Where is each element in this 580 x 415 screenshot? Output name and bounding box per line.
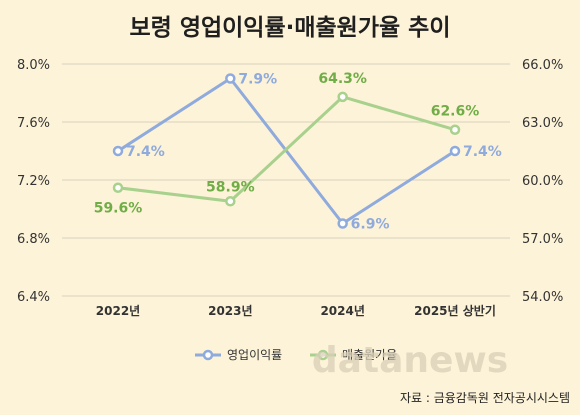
- source-note: 자료 : 금융감독원 전자공시시스템: [400, 391, 570, 405]
- right-tick-label: 60.0%: [522, 174, 563, 189]
- data-point: [337, 218, 348, 229]
- data-point: [225, 196, 236, 207]
- data-label: 62.6%: [431, 104, 480, 120]
- data-point: [449, 145, 461, 157]
- data-label: 64.3%: [318, 71, 367, 87]
- right-tick-label: 57.0%: [522, 232, 563, 247]
- legend-label: 매출원가율: [342, 348, 397, 362]
- x-tick-label: 2024년: [320, 304, 364, 318]
- legend-item: 영업이익률: [195, 348, 282, 362]
- data-point: [225, 73, 236, 84]
- legend-marker: [317, 349, 329, 361]
- data-label: 7.4%: [463, 144, 502, 160]
- right-tick-label: 54.0%: [522, 290, 563, 305]
- left-tick-label: 7.6%: [17, 116, 50, 131]
- series-1: 7.4% 7.9% 6.9% 7.4%: [112, 72, 502, 233]
- series-2: 59.6% 58.9% 64.3% 62.6%: [94, 71, 480, 217]
- data-label: 59.6%: [94, 201, 143, 217]
- right-tick-label: 63.0%: [522, 116, 563, 131]
- data-point: [112, 145, 124, 157]
- left-tick-label: 6.8%: [17, 232, 50, 247]
- data-point: [449, 124, 461, 135]
- data-label: 7.4%: [126, 144, 165, 160]
- series-line: [117, 95, 456, 203]
- legend-item: 매출원가율: [310, 348, 397, 362]
- chart-title: 보령 영업이익률·매출원가율 추이: [130, 15, 451, 41]
- data-point: [337, 91, 348, 103]
- series: 7.4% 7.9% 6.9% 7.4% 59.6% 58.9% 64.3% 62.6%: [94, 71, 502, 233]
- legend-label: 영업이익률: [227, 348, 282, 362]
- left-axis-ticks: 6.4% 6.8% 7.2% 7.6% 8.0%: [17, 58, 50, 305]
- left-tick-label: 7.2%: [17, 174, 50, 189]
- data-label: 6.9%: [351, 217, 390, 233]
- grid: [62, 63, 510, 297]
- x-tick-label: 2023년: [208, 304, 252, 318]
- right-axis-ticks: 54.0% 57.0% 60.0% 63.0% 66.0%: [522, 58, 563, 305]
- x-tick-label: 2022년: [96, 304, 140, 318]
- watermark: datanews: [312, 340, 508, 381]
- left-tick-label: 6.4%: [17, 290, 50, 305]
- x-tick-label: 2025년 상반기: [414, 303, 496, 318]
- legend: 영업이익률 매출원가율: [195, 348, 397, 362]
- data-label: 7.9%: [238, 72, 277, 88]
- legend-marker: [202, 349, 214, 361]
- x-axis-ticks: 2022년 2023년 2024년 2025년 상반기: [96, 303, 496, 318]
- data-label: 58.9%: [206, 179, 255, 195]
- left-tick-label: 8.0%: [17, 58, 50, 73]
- right-tick-label: 66.0%: [522, 58, 563, 73]
- data-point: [112, 182, 124, 193]
